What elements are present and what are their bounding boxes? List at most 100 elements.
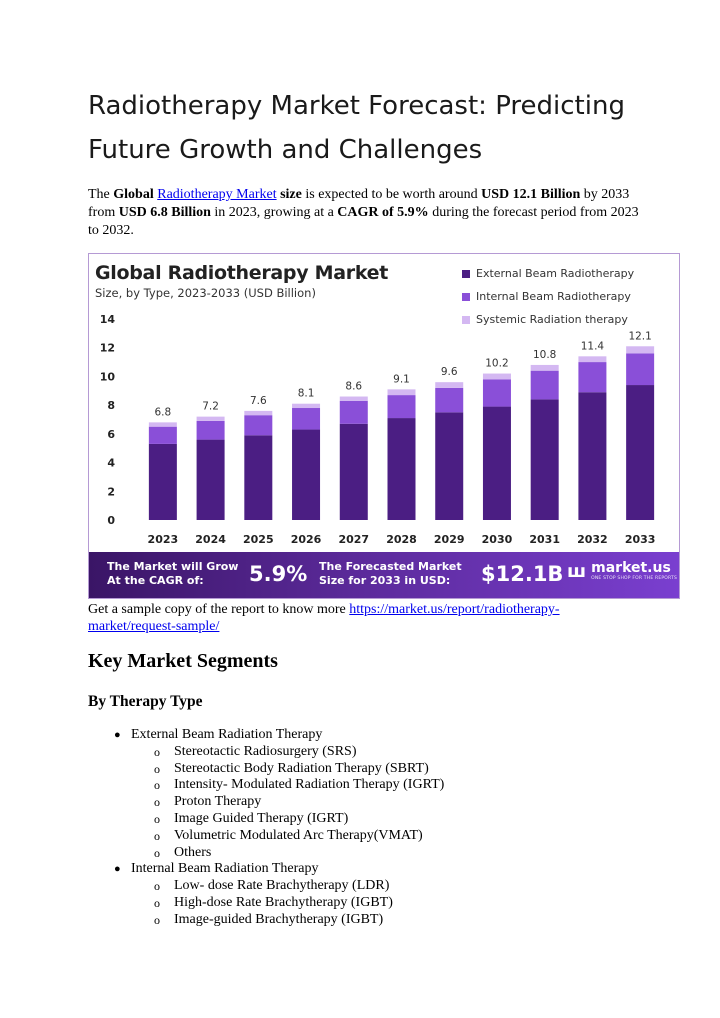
bar-segment-external <box>148 443 177 520</box>
circle-bullet-icon: o <box>154 879 160 894</box>
y-tick-label: 0 <box>107 514 115 527</box>
sub-segment-item: o Volumetric Modulated Arc Therapy(VMAT) <box>88 828 648 845</box>
sub-segment-label: Volumetric Modulated Arc Therapy(VMAT) <box>174 827 423 843</box>
banner-cagr-text: The Market will Grow At the CAGR of: <box>107 560 239 587</box>
y-tick-label: 2 <box>107 485 115 498</box>
bar-segment-external <box>387 418 416 520</box>
intro-text-1: The <box>88 187 114 202</box>
segment-label: Internal Beam Radiation Therapy <box>131 861 319 877</box>
bar-total-label: 7.2 <box>202 401 219 413</box>
sub-segment-item: o Low- dose Rate Brachytherapy (LDR) <box>88 878 648 895</box>
sub-segment-label: Stereotactic Radiosurgery (SRS) <box>174 743 357 759</box>
legend-swatch-systemic <box>462 315 470 324</box>
circle-bullet-icon: o <box>154 895 160 910</box>
summary-banner: The Market will Grow At the CAGR of: 5.9… <box>89 552 679 598</box>
circle-bullet-icon: o <box>154 845 160 860</box>
circle-bullet-icon: o <box>154 828 160 843</box>
circle-bullet-icon: o <box>154 744 160 759</box>
bar-segment-internal <box>578 362 607 393</box>
bar-segment-external <box>435 412 464 520</box>
bar-total-label: 8.6 <box>345 381 362 393</box>
bar-segment-internal <box>292 408 321 430</box>
legend-label-systemic: Systemic Radiation therapy <box>476 313 628 326</box>
bar-segment-internal <box>626 353 655 386</box>
circle-bullet-icon: o <box>154 811 160 826</box>
bar-segment-systemic <box>339 396 368 401</box>
bar-segment-internal <box>148 426 177 444</box>
bar-total-label: 10.8 <box>533 349 556 361</box>
sub-segment-item: o Intensity- Modulated Radiation Therapy … <box>88 777 648 794</box>
banner-size-value: $12.1B <box>481 562 564 586</box>
page-title: Radiotherapy Market Forecast: Predicting… <box>88 91 625 165</box>
intro-bold-2023-value: USD 6.8 Billion <box>118 205 211 220</box>
intro-text-2: is expected to be worth around <box>301 187 482 202</box>
sub-segment-label: Image-guided Brachytherapy (IGBT) <box>174 911 384 927</box>
sub-segment-label: Image Guided Therapy (IGRT) <box>174 810 349 826</box>
legend-swatch-internal <box>462 292 470 301</box>
bar-segment-external <box>244 435 273 520</box>
intro-text-4: in 2023, growing at a <box>210 205 338 220</box>
bar-segment-systemic <box>578 356 607 363</box>
bar-total-label: 11.4 <box>581 340 605 352</box>
x-tick-label: 2028 <box>386 533 417 546</box>
sub-segment-label: Stereotactic Body Radiation Therapy (SBR… <box>174 760 429 776</box>
y-tick-label: 10 <box>100 370 116 383</box>
x-tick-label: 2030 <box>482 533 513 546</box>
bar-segment-systemic <box>435 382 464 388</box>
circle-bullet-icon: o <box>154 912 160 927</box>
bar-segment-systemic <box>626 346 655 354</box>
bar-segment-systemic <box>148 422 177 427</box>
x-tick-label: 2027 <box>338 533 369 546</box>
m-logo-icon: ꟺ <box>567 561 587 582</box>
segments-list: ● External Beam Radiation Therapy o Stereo… <box>88 727 648 929</box>
bar-segment-systemic <box>244 410 273 416</box>
x-tick-label: 2026 <box>291 533 322 546</box>
intro-text-3: by 2033 from <box>88 187 630 220</box>
bar-total-label: 10.2 <box>485 358 508 370</box>
x-tick-label: 2033 <box>625 533 656 546</box>
bar-segment-systemic <box>196 416 225 421</box>
bar-segment-external <box>482 406 511 520</box>
radiotherapy-market-link[interactable]: Radiotherapy Market <box>157 187 277 202</box>
intro-bold-global: Global <box>113 187 158 202</box>
sub-segment-label: Low- dose Rate Brachytherapy (LDR) <box>174 878 390 894</box>
logo-text: market.us <box>591 560 671 576</box>
circle-bullet-icon: o <box>154 795 160 810</box>
bar-segment-systemic <box>292 403 321 409</box>
y-tick-label: 6 <box>107 428 115 441</box>
bar-segment-internal <box>339 400 368 424</box>
legend-label-internal: Internal Beam Radiotherapy <box>476 290 631 303</box>
bar-segment-external <box>196 439 225 520</box>
sample-paragraph: Get a sample copy of the report to know … <box>88 601 628 635</box>
sub-segment-item: o Others <box>88 845 648 862</box>
bar-segment-systemic <box>530 364 559 371</box>
x-tick-label: 2023 <box>148 533 179 546</box>
sub-segment-item: o High-dose Rate Brachytherapy (IGBT) <box>88 895 648 912</box>
x-tick-label: 2025 <box>243 533 274 546</box>
sub-segment-item: o Stereotactic Radiosurgery (SRS) <box>88 744 648 761</box>
bar-segment-internal <box>244 415 273 436</box>
bar-segment-internal <box>530 370 559 400</box>
segment-item: ● External Beam Radiation Therapy <box>88 727 648 744</box>
bar-total-label: 7.6 <box>250 395 267 407</box>
y-tick-label: 4 <box>107 457 115 470</box>
sub-segment-item: o Image Guided Therapy (IGRT) <box>88 811 648 828</box>
bar-total-label: 12.1 <box>628 330 651 342</box>
sample-request-link[interactable]: https://market.us/report/radiotherapy-ma… <box>88 602 560 634</box>
bullet-icon: ● <box>114 729 121 741</box>
intro-text-5: during the forecast period from 2023 to … <box>88 205 639 238</box>
x-tick-label: 2031 <box>529 533 560 546</box>
bar-segment-internal <box>196 420 225 440</box>
y-tick-label: 12 <box>100 342 115 355</box>
chart-legend: External Beam Radiotherapy Internal Beam… <box>462 262 634 331</box>
sub-segment-label: Others <box>174 844 212 860</box>
x-tick-label: 2024 <box>195 533 226 546</box>
therapy-type-heading: By Therapy Type <box>88 693 203 710</box>
logo-tagline: ONE STOP SHOP FOR THE REPORTS <box>591 576 678 581</box>
legend-item-systemic: Systemic Radiation therapy <box>462 308 634 331</box>
x-tick-label: 2032 <box>577 533 608 546</box>
market-us-logo: ꟺ market.us ONE STOP SHOP FOR THE REPORT… <box>567 561 677 582</box>
sub-segment-item: o Image-guided Brachytherapy (IGBT) <box>88 912 648 929</box>
segment-item: ● Internal Beam Radiation Therapy <box>88 861 648 878</box>
sample-text: Get a sample copy of the report to know … <box>88 602 350 617</box>
